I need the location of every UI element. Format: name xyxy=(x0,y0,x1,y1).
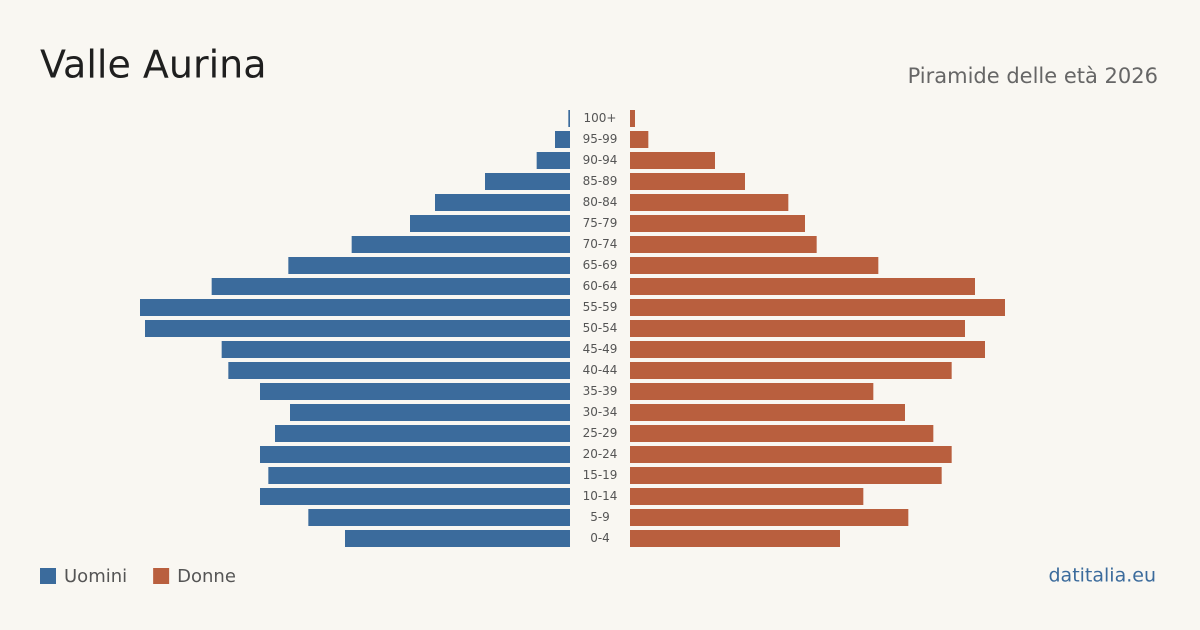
bar xyxy=(630,488,864,505)
bar xyxy=(536,152,570,169)
age-label: 70-74 xyxy=(583,237,618,251)
bar xyxy=(630,530,840,547)
bar xyxy=(630,257,879,274)
legend-swatch xyxy=(153,568,170,584)
source: datitalia.eu xyxy=(1049,565,1157,587)
bar xyxy=(308,509,570,526)
bar xyxy=(228,362,571,379)
bar xyxy=(221,341,570,358)
bar xyxy=(630,278,975,295)
age-label: 10-14 xyxy=(583,489,618,503)
chart-title: Valle Aurina xyxy=(40,43,267,87)
bar xyxy=(435,194,570,211)
bar xyxy=(630,236,817,253)
bar xyxy=(630,425,934,442)
bar xyxy=(630,383,874,400)
bar xyxy=(140,299,570,316)
bar xyxy=(630,152,715,169)
age-label: 35-39 xyxy=(583,384,618,398)
legend-swatch xyxy=(40,568,56,584)
bar xyxy=(630,320,965,337)
age-label: 85-89 xyxy=(583,174,618,188)
bar xyxy=(410,215,570,232)
bar xyxy=(630,404,905,421)
bar xyxy=(630,446,952,463)
bar xyxy=(630,299,1005,316)
age-label: 15-19 xyxy=(583,468,618,482)
bar xyxy=(345,530,570,547)
bar xyxy=(351,236,570,253)
bar xyxy=(630,215,805,232)
age-label: 55-59 xyxy=(583,300,618,314)
bar xyxy=(630,467,942,484)
bar xyxy=(288,257,570,274)
bar xyxy=(630,194,789,211)
bar xyxy=(145,320,570,337)
bar xyxy=(555,131,570,148)
bar xyxy=(211,278,570,295)
chart-subtitle: Piramide delle età 2026 xyxy=(908,64,1158,88)
age-label: 60-64 xyxy=(583,279,618,293)
legend-label: Uomini xyxy=(64,566,127,587)
bar xyxy=(568,110,570,127)
age-label: 95-99 xyxy=(583,132,618,146)
age-label: 20-24 xyxy=(583,447,618,461)
age-label: 80-84 xyxy=(583,195,618,209)
age-label: 40-44 xyxy=(583,363,618,377)
bar xyxy=(260,383,570,400)
bar xyxy=(630,110,635,127)
age-label: 100+ xyxy=(584,111,617,125)
bar xyxy=(630,173,745,190)
bar xyxy=(485,173,570,190)
age-label: 90-94 xyxy=(583,153,618,167)
age-label: 30-34 xyxy=(583,405,618,419)
age-label: 5-9 xyxy=(590,510,610,524)
age-label: 50-54 xyxy=(583,321,618,335)
bar xyxy=(260,488,570,505)
bar xyxy=(630,131,649,148)
bar xyxy=(630,509,909,526)
age-label: 25-29 xyxy=(583,426,618,440)
bar xyxy=(290,404,570,421)
bar xyxy=(630,362,952,379)
age-label: 45-49 xyxy=(583,342,618,356)
bar xyxy=(268,467,570,484)
bar xyxy=(630,341,985,358)
legend-label: Donne xyxy=(177,566,236,587)
age-label: 65-69 xyxy=(583,258,618,272)
bar xyxy=(275,425,570,442)
bar xyxy=(260,446,570,463)
age-label: 0-4 xyxy=(590,531,610,545)
age-label: 75-79 xyxy=(583,216,618,230)
